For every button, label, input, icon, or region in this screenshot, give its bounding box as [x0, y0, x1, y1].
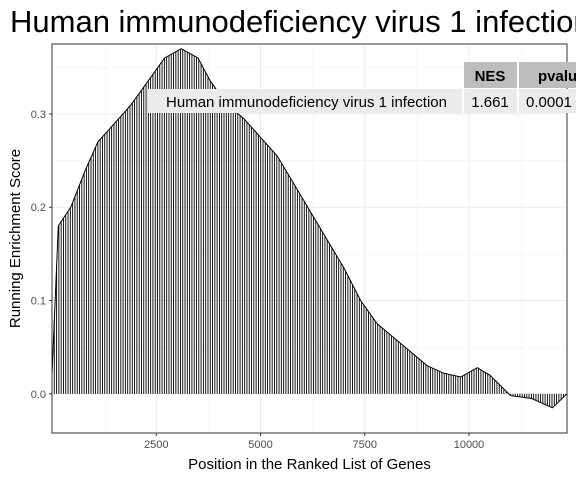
table-header-cell-bg: [519, 62, 576, 88]
plot-panel-border: [51, 43, 568, 434]
table-header-cell-bg: [464, 62, 517, 88]
x-tick-label: 5000: [248, 439, 272, 451]
x-tick-label: 10000: [454, 439, 485, 451]
table-value-pvalue: 0.0001: [526, 94, 572, 111]
x-tick-label: 7500: [353, 439, 377, 451]
y-axis: 0.0 0.1 0.2 0.3: [31, 109, 52, 401]
table-value-cell-bg: [464, 89, 517, 113]
x-tick-label: 2500: [144, 439, 168, 451]
table-header-nes: NES: [475, 68, 506, 85]
y-axis-label: Running Enrichment Score: [7, 149, 24, 328]
y-tick-label: 0.0: [31, 389, 46, 401]
enrichment-line: [51, 48, 568, 409]
y-tick-label: 0.2: [31, 202, 46, 214]
table-header-pvalue: pvalue: [538, 68, 576, 85]
stats-table: NES pvalue Human immunodeficiency virus …: [148, 62, 576, 113]
x-axis-label: Position in the Ranked List of Genes: [188, 456, 431, 473]
table-row-label: Human immunodeficiency virus 1 infection: [166, 94, 447, 111]
y-tick-label: 0.3: [31, 109, 46, 121]
x-axis: 2500 5000 7500 10000: [144, 433, 484, 451]
table-row-label-bg: [148, 89, 462, 113]
y-tick-label: 0.1: [31, 296, 46, 308]
table-value-nes: 1.661: [471, 94, 509, 111]
enrichment-series: [51, 48, 568, 409]
table-value-cell-bg: [519, 89, 576, 113]
chart-title: Human immunodeficiency virus 1 infection: [10, 4, 576, 39]
